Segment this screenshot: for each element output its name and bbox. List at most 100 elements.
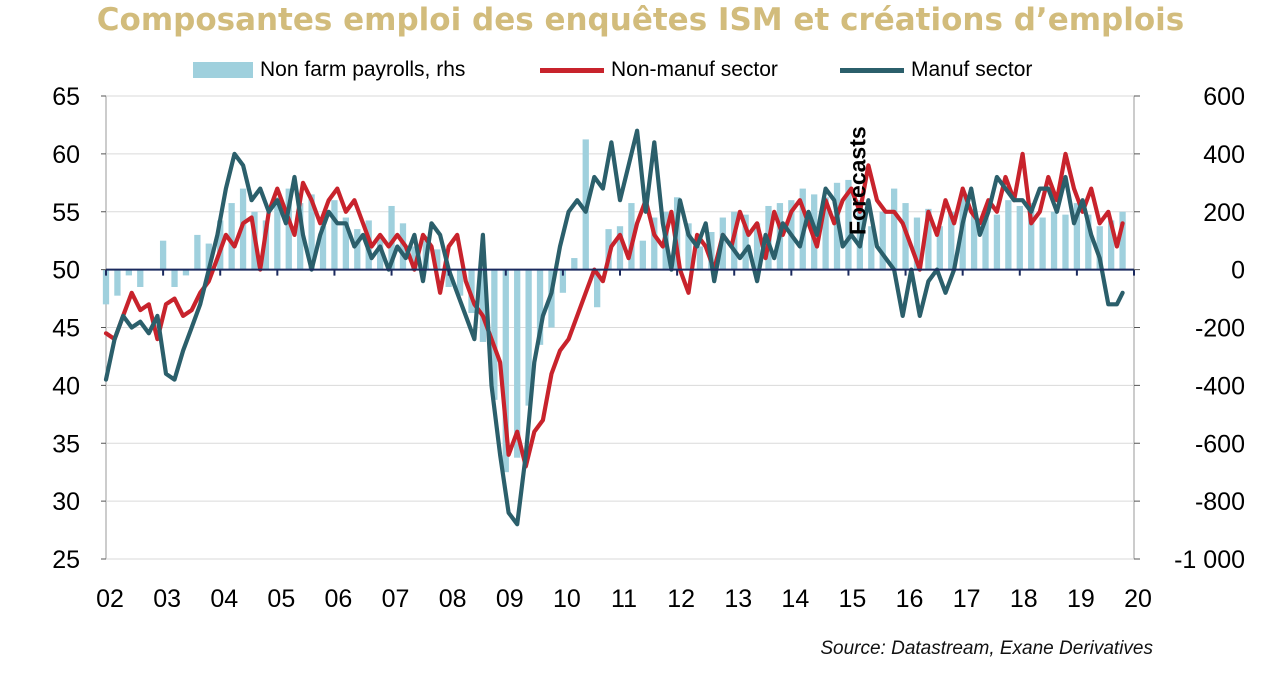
legend-item-non-manuf: Non-manuf sector	[540, 57, 778, 83]
y-left-tick-label: 35	[52, 430, 80, 458]
manuf-line	[103, 128, 1125, 527]
payroll-bar	[571, 258, 578, 270]
payroll-bar	[354, 229, 361, 270]
payroll-bar	[1096, 226, 1103, 270]
x-tick-label: 08	[439, 585, 467, 613]
payroll-bar	[125, 269, 132, 276]
payroll-bar	[753, 223, 761, 270]
payroll-bar	[594, 269, 601, 308]
x-tick-label: 04	[210, 585, 238, 613]
payroll-bar	[890, 188, 898, 270]
source-note: Source: Datastream, Exane Derivatives	[820, 638, 1153, 659]
legend-swatch-payrolls	[193, 62, 253, 78]
payroll-bar	[868, 226, 875, 270]
payroll-bar	[342, 217, 350, 270]
payroll-bar	[913, 217, 921, 270]
y-left-tick-label: 30	[52, 488, 80, 516]
payroll-bar	[182, 269, 190, 276]
payroll-bar	[982, 217, 989, 270]
y-right-tick-label: 400	[1203, 141, 1245, 169]
x-tick-label: 14	[781, 585, 809, 613]
y-right-tick-label: -200	[1195, 315, 1245, 343]
payroll-bar	[742, 214, 749, 270]
x-tick-label: 17	[953, 585, 981, 613]
x-tick-label: 12	[667, 585, 695, 613]
legend-label-non-manuf: Non-manuf sector	[611, 58, 778, 81]
payroll-bar	[502, 269, 509, 473]
y-right-tick-label: -800	[1195, 488, 1245, 516]
y-right-tick-label: -1 000	[1174, 546, 1245, 574]
x-tick-label: 10	[553, 585, 581, 613]
legend-label-manuf: Manuf sector	[911, 58, 1033, 81]
y-left-tick-label: 55	[52, 199, 80, 227]
payroll-bar	[1050, 211, 1058, 270]
legend-item-payrolls: Non farm payrolls, rhs	[193, 57, 465, 83]
y-left-tick-label: 40	[52, 372, 80, 400]
legend-swatch-non-manuf	[540, 67, 604, 73]
chart-title: Composantes emploi des enquêtes ISM et c…	[96, 2, 1185, 38]
payroll-bar	[445, 269, 452, 287]
payroll-bar	[137, 269, 144, 287]
x-tick-label: 05	[267, 585, 295, 613]
payroll-bar	[845, 179, 852, 270]
x-tick-label: 13	[724, 585, 752, 613]
legend-item-manuf: Manuf sector	[840, 57, 1032, 83]
x-tick-label: 06	[325, 585, 353, 613]
payroll-bar	[616, 226, 624, 270]
y-right-tick-label: -400	[1195, 372, 1245, 400]
payroll-bar	[559, 269, 567, 293]
legend-swatch-manuf	[840, 67, 904, 73]
payroll-bar	[651, 217, 658, 270]
payroll-bar	[399, 223, 407, 270]
x-tick-label: 09	[496, 585, 524, 613]
payroll-bar	[1039, 217, 1046, 270]
y-right-tick-label: -600	[1195, 430, 1245, 458]
payroll-bar	[194, 234, 201, 270]
payroll-bar	[822, 197, 829, 270]
payroll-bar	[925, 208, 932, 270]
x-tick-label: 16	[896, 585, 924, 613]
payroll-bar	[491, 269, 498, 400]
payroll-bar	[993, 214, 1001, 270]
payroll-bar	[1062, 214, 1069, 270]
payroll-bar	[479, 269, 487, 342]
forecasts-annotation: Forecasts	[845, 126, 871, 235]
y-left-tick-label: 50	[52, 257, 80, 285]
y-right-tick-label: 200	[1203, 199, 1245, 227]
payroll-bar	[114, 269, 121, 296]
payroll-bar	[1016, 205, 1023, 270]
legend-label-payrolls: Non farm payrolls, rhs	[260, 58, 466, 81]
payroll-bar	[376, 237, 384, 270]
payroll-bar	[856, 200, 864, 270]
payroll-bar	[388, 205, 395, 270]
payroll-bar	[879, 211, 886, 270]
payroll-bar	[285, 188, 292, 270]
payroll-bar	[525, 269, 532, 406]
payroll-bar	[936, 226, 943, 270]
payroll-bar	[639, 240, 646, 270]
y-right-tick-label: 0	[1231, 257, 1245, 285]
x-tick-label: 19	[1067, 585, 1095, 613]
x-tick-label: 20	[1124, 585, 1152, 613]
payroll-bar	[1108, 220, 1115, 270]
x-tick-label: 11	[611, 585, 637, 613]
payroll-bar	[102, 269, 110, 305]
payroll-bar	[456, 269, 464, 296]
payroll-bar	[948, 211, 955, 270]
payroll-bar	[331, 200, 338, 270]
payroll-bar	[514, 269, 521, 458]
payroll-bar	[171, 269, 178, 287]
payroll-bar	[297, 203, 304, 270]
payroll-bar	[434, 249, 441, 270]
payroll-bar	[628, 203, 635, 270]
payroll-bar	[319, 226, 327, 270]
y-left-tick-label: 45	[52, 315, 80, 343]
payroll-bar	[308, 194, 315, 270]
payroll-bar	[1005, 200, 1012, 270]
y-left-tick-label: 25	[52, 546, 80, 574]
x-tick-label: 02	[96, 585, 124, 613]
payroll-bar	[1028, 203, 1035, 270]
x-tick-label: 15	[839, 585, 867, 613]
payroll-bar	[159, 240, 167, 270]
